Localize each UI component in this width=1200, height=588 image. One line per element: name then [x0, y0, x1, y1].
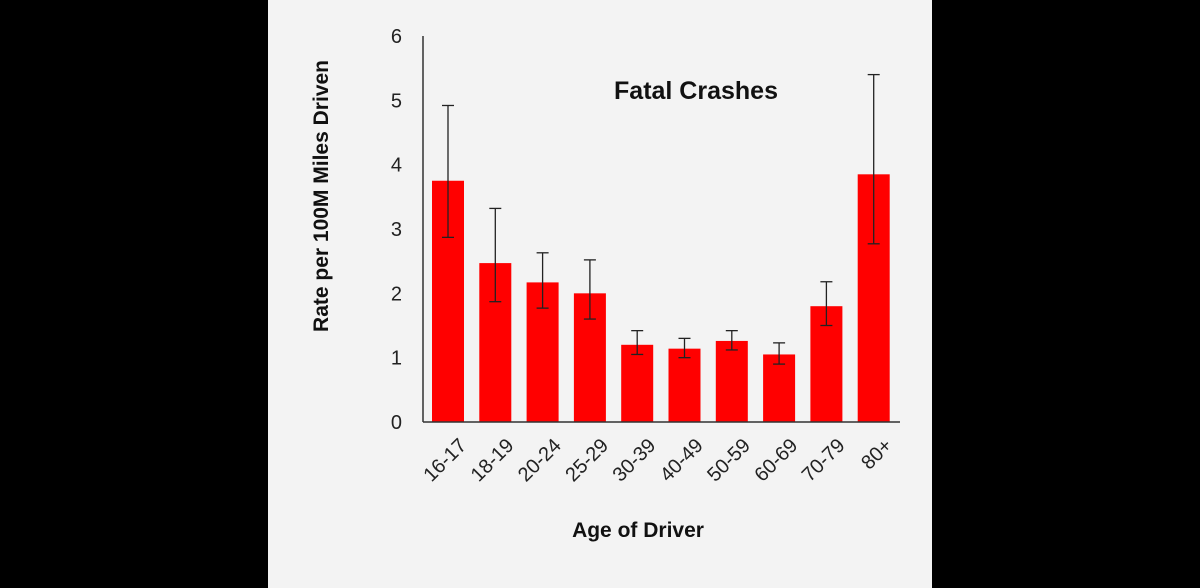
x-tick-label: 20-24 [514, 435, 566, 487]
error-bars-layer [442, 73, 880, 365]
x-tick-label: 80+ [857, 435, 897, 475]
error-bar-80+ [867, 73, 880, 245]
x-tick-label: 50-59 [703, 435, 755, 487]
bar-50-59 [715, 340, 748, 422]
y-tick-label: 0 [391, 412, 402, 434]
y-tick-label: 5 [391, 90, 402, 112]
bar-chart: 0 1 2 3 4 5 6 16-1718-1920-2425-2930-3940-4950… [310, 26, 900, 542]
error-bar-25-29 [583, 259, 596, 320]
y-tick-label: 4 [391, 155, 402, 177]
error-bar-40-49 [678, 337, 691, 359]
bar-40-49 [668, 348, 701, 422]
error-bar-60-69 [773, 342, 786, 365]
y-tick-label: 6 [391, 26, 402, 48]
x-tick-label: 16-17 [419, 435, 471, 487]
y-tick-label: 3 [391, 219, 402, 241]
error-bar-30-39 [631, 329, 644, 356]
x-tick-label: 60-69 [751, 435, 803, 487]
y-axis-title: Rate per 100M Miles Driven [310, 60, 333, 332]
x-tick-label: 25-29 [561, 435, 613, 487]
chart-title: Fatal Crashes [614, 77, 778, 105]
y-tick-label: 2 [391, 283, 402, 305]
error-bar-70-79 [820, 281, 833, 327]
error-bar-50-59 [725, 329, 738, 351]
chart-panel: 0 1 2 3 4 5 6 16-17 18-19 20-24 25-29 30-39 40-49 50… [268, 0, 932, 588]
y-tick-labels: 0 1 2 3 4 5 6 [391, 26, 402, 434]
x-tick-label: 70-79 [798, 435, 850, 487]
x-tick-label: 18-19 [467, 435, 519, 487]
error-bar-16-17 [442, 104, 454, 239]
x-tick-label: 40-49 [656, 435, 708, 487]
bar-30-39 [621, 344, 654, 422]
x-axis-title: Age of Driver [572, 519, 704, 542]
x-tick-labels: 16-1718-1920-2425-2930-3940-4950-5960-69… [419, 435, 896, 487]
x-tick-label: 30-39 [609, 435, 661, 487]
bars-layer [432, 174, 890, 422]
error-bar-18-19 [489, 207, 502, 303]
bar-60-69 [763, 354, 796, 422]
y-tick-label: 1 [391, 348, 402, 370]
error-bar-20-24 [536, 252, 549, 309]
